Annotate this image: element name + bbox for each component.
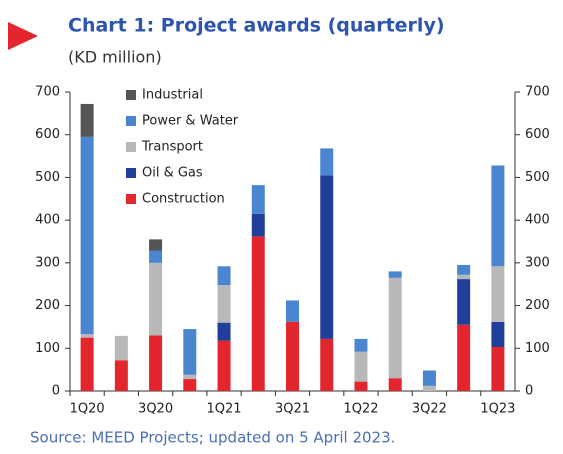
bar-segment <box>80 136 94 335</box>
y2-tick-label: 700 <box>525 85 550 100</box>
bar-segment <box>491 347 505 391</box>
bar-segment <box>149 250 163 263</box>
bar-segment <box>388 277 402 379</box>
bar-segment <box>354 351 368 382</box>
legend-swatch <box>126 194 136 204</box>
bar-segment <box>457 324 471 391</box>
y-tick-label: 400 <box>35 213 60 228</box>
marker-triangle <box>8 22 38 50</box>
legend-swatch <box>126 142 136 152</box>
chart-subtitle: (KD million) <box>68 48 162 67</box>
bar-segment <box>80 334 94 338</box>
x-tick-label: 1Q21 <box>207 402 242 417</box>
bar-segment <box>320 338 334 391</box>
y2-tick-label: 100 <box>525 341 550 356</box>
y-tick-label: 500 <box>35 170 60 185</box>
bar-segment <box>286 300 299 322</box>
bar-segment <box>217 266 231 286</box>
bar-segment <box>251 213 265 237</box>
y2-tick-label: 600 <box>525 127 550 142</box>
bar-segment <box>149 335 163 391</box>
legend-swatch <box>126 168 136 178</box>
y-tick-label: 600 <box>35 127 60 142</box>
y-tick-label: 0 <box>52 384 60 399</box>
x-tick-label: 1Q22 <box>343 402 378 417</box>
bar-segment <box>491 266 505 322</box>
bar-segment <box>457 274 471 280</box>
legend-label: Industrial <box>142 88 203 103</box>
y2-tick-label: 200 <box>525 298 550 313</box>
bar-segment <box>457 264 471 275</box>
bar-segment <box>491 321 505 348</box>
bar-segment <box>149 262 163 336</box>
bar-segment <box>491 165 505 267</box>
legend-swatch <box>126 90 136 100</box>
bar-segment <box>80 337 94 391</box>
bar-segment <box>320 175 334 339</box>
y2-tick-label: 400 <box>525 213 550 228</box>
bar-segment <box>183 374 197 380</box>
bar-segment <box>217 322 231 341</box>
y-tick-label: 300 <box>35 255 60 270</box>
bar-segment <box>388 271 402 278</box>
x-tick-label: 3Q20 <box>138 402 173 417</box>
x-tick-label: 3Q22 <box>412 402 447 417</box>
bar-segment <box>320 148 334 176</box>
chart-title: Chart 1: Project awards (quarterly) <box>68 15 445 37</box>
bar-segment <box>354 338 368 352</box>
legend-label: Construction <box>142 192 225 207</box>
legend-label: Power & Water <box>142 114 239 129</box>
x-tick-label: 1Q20 <box>70 402 105 417</box>
legend-swatch <box>126 116 136 126</box>
bar-segment <box>114 360 128 391</box>
bar-segment <box>354 381 368 391</box>
bar-segment <box>149 239 163 251</box>
y-tick-label: 100 <box>35 341 60 356</box>
y2-tick-label: 0 <box>525 384 533 399</box>
bar-segment <box>388 378 402 391</box>
bar-segment <box>457 279 471 325</box>
x-tick-label: 1Q23 <box>480 402 515 417</box>
source: Source: MEED Projects; updated on 5 Apri… <box>30 429 395 447</box>
bar-segment <box>422 385 436 391</box>
legend-label: Oil & Gas <box>142 166 203 181</box>
y-tick-label: 700 <box>35 85 60 100</box>
y-tick-label: 200 <box>35 298 60 313</box>
legend-label: Transport <box>141 140 203 155</box>
bar-segment <box>80 103 94 137</box>
bar-segment <box>251 236 265 391</box>
bar-segment <box>183 379 197 391</box>
bar-segment <box>286 321 299 391</box>
bar-segment <box>114 335 128 361</box>
x-tick-label: 3Q21 <box>275 402 310 417</box>
bar-segment <box>183 329 197 375</box>
bar-segment <box>217 285 231 323</box>
bar-segment <box>251 185 265 214</box>
bar-segment <box>217 340 231 391</box>
y2-tick-label: 500 <box>525 170 550 185</box>
bar-segment <box>422 370 436 386</box>
y2-tick-label: 300 <box>525 255 550 270</box>
